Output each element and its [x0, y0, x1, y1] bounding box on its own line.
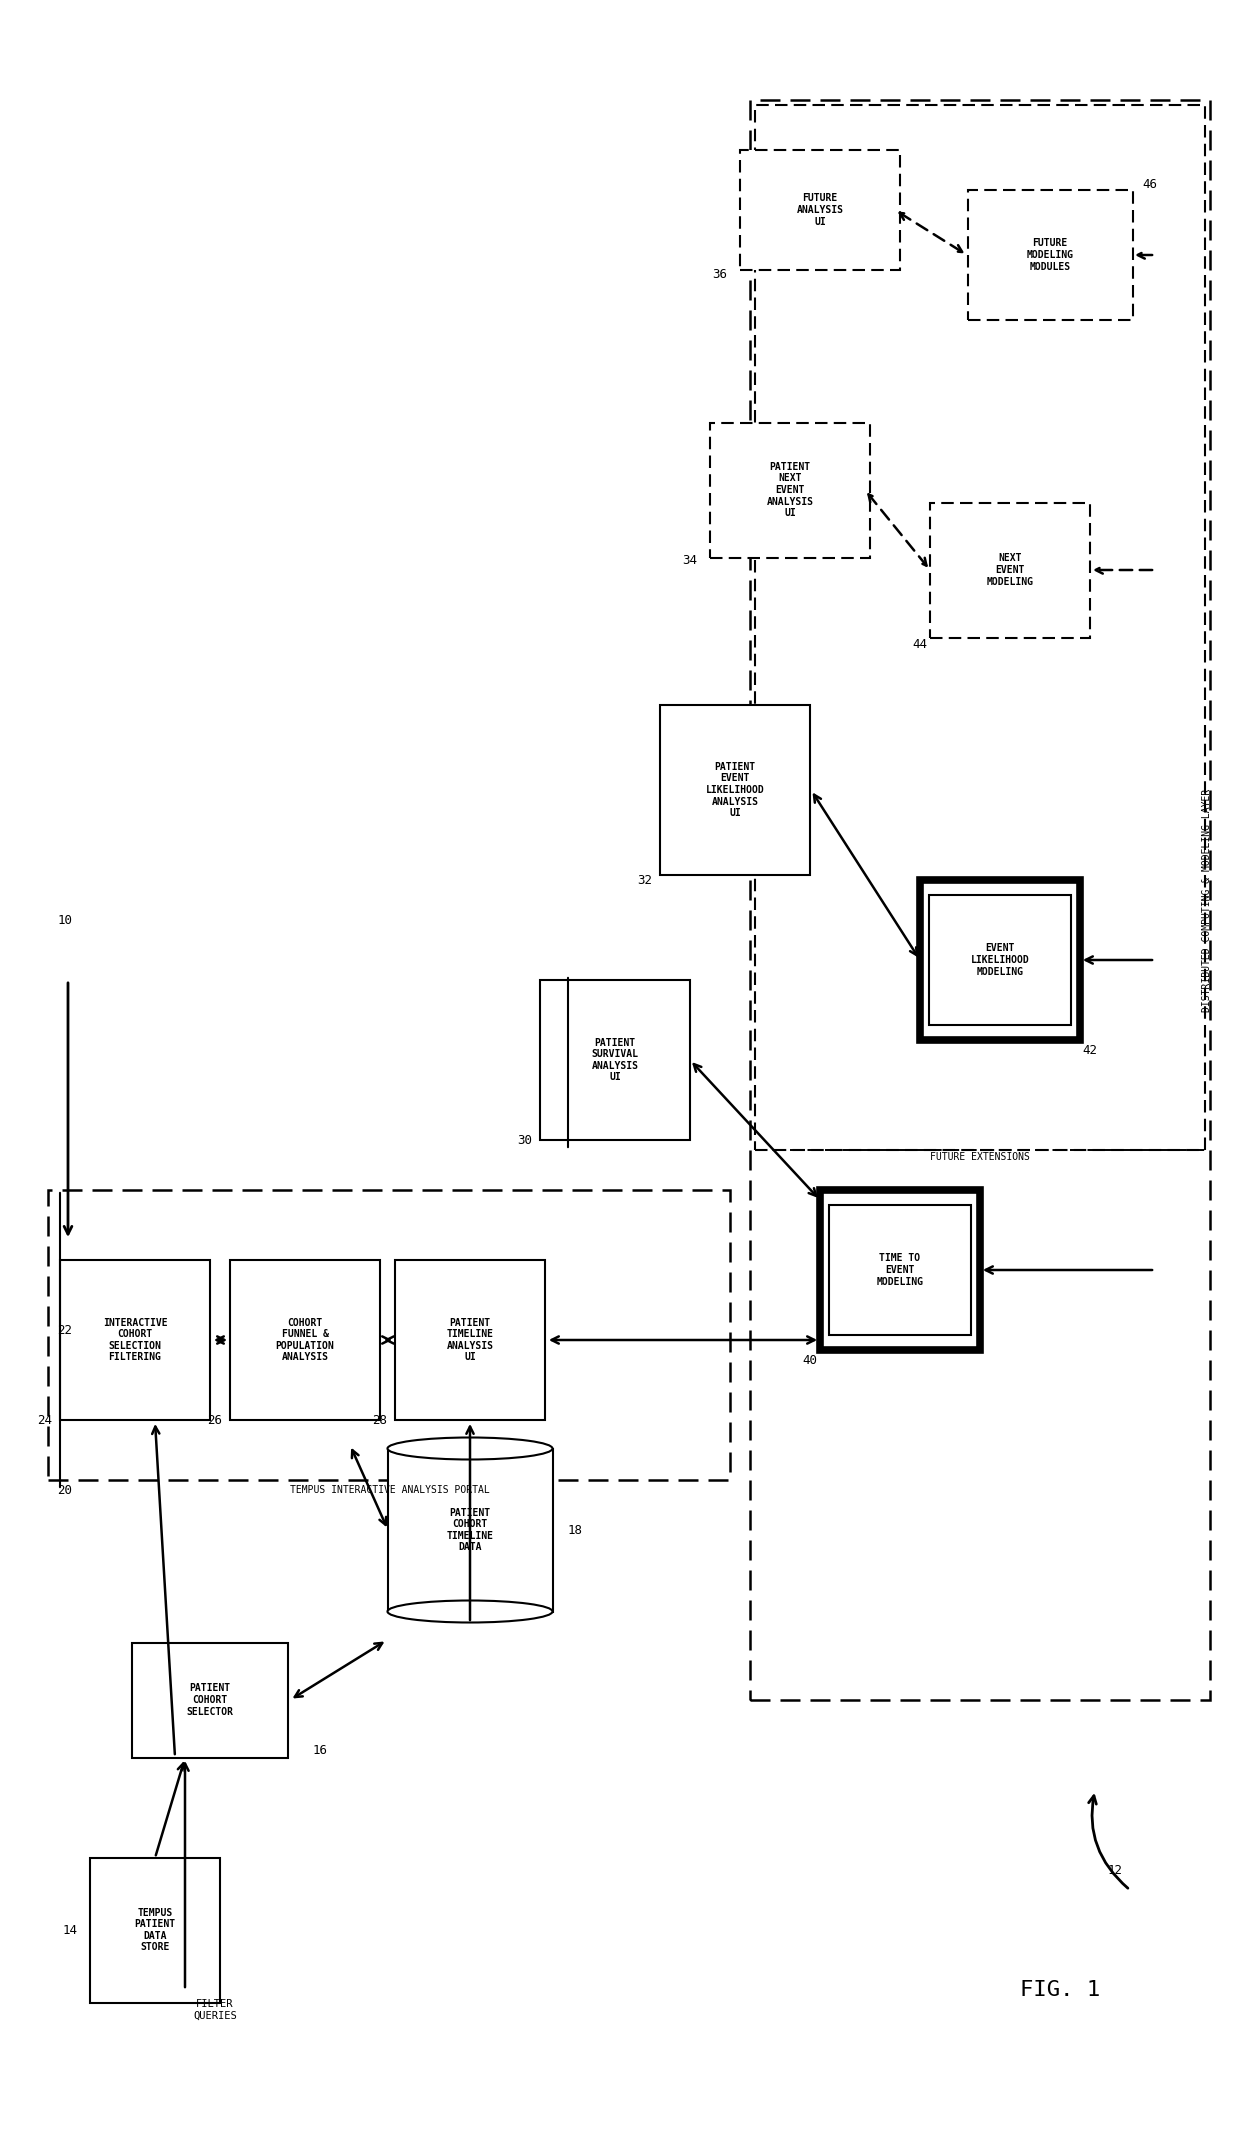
Text: INTERACTIVE
COHORT
SELECTION
FILTERING: INTERACTIVE COHORT SELECTION FILTERING: [103, 1319, 167, 1361]
Text: PATIENT
COHORT
SELECTOR: PATIENT COHORT SELECTOR: [186, 1683, 233, 1717]
Text: DISTRIBUTED COMPUTING & MODELING LAYER: DISTRIBUTED COMPUTING & MODELING LAYER: [1202, 789, 1211, 1012]
Text: 42: 42: [1083, 1044, 1097, 1057]
Ellipse shape: [387, 1602, 553, 1623]
Text: TIME TO
EVENT
MODELING: TIME TO EVENT MODELING: [877, 1254, 924, 1286]
FancyBboxPatch shape: [396, 1261, 546, 1419]
FancyBboxPatch shape: [929, 894, 1071, 1025]
FancyBboxPatch shape: [229, 1261, 379, 1419]
Text: EVENT
LIKELIHOOD
MODELING: EVENT LIKELIHOOD MODELING: [971, 943, 1029, 978]
Ellipse shape: [387, 1436, 553, 1460]
Text: FUTURE
MODELING
MODULES: FUTURE MODELING MODULES: [1027, 238, 1074, 272]
Text: TEMPUS
PATIENT
DATA
STORE: TEMPUS PATIENT DATA STORE: [134, 1908, 176, 1953]
Text: 46: 46: [1142, 178, 1157, 191]
Text: 24: 24: [37, 1413, 52, 1426]
Text: FILTER
QUERIES: FILTER QUERIES: [193, 1998, 237, 2022]
FancyBboxPatch shape: [539, 980, 689, 1141]
Text: 10: 10: [57, 913, 72, 926]
Text: COHORT
FUNNEL &
POPULATION
ANALYSIS: COHORT FUNNEL & POPULATION ANALYSIS: [275, 1319, 335, 1361]
FancyBboxPatch shape: [967, 191, 1132, 319]
Text: 32: 32: [637, 873, 652, 885]
Text: 16: 16: [312, 1743, 327, 1756]
FancyBboxPatch shape: [133, 1642, 288, 1758]
Text: FUTURE EXTENSIONS: FUTURE EXTENSIONS: [930, 1151, 1030, 1162]
Text: PATIENT
SURVIVAL
ANALYSIS
UI: PATIENT SURVIVAL ANALYSIS UI: [591, 1038, 639, 1083]
Text: PATIENT
NEXT
EVENT
ANALYSIS
UI: PATIENT NEXT EVENT ANALYSIS UI: [766, 461, 813, 519]
Text: 14: 14: [62, 1923, 77, 1936]
Text: 40: 40: [802, 1353, 817, 1366]
FancyBboxPatch shape: [91, 1857, 219, 2002]
Text: TEMPUS INTERACTIVE ANALYSIS PORTAL: TEMPUS INTERACTIVE ANALYSIS PORTAL: [290, 1486, 490, 1494]
FancyBboxPatch shape: [828, 1205, 971, 1336]
Text: 34: 34: [682, 553, 697, 566]
Text: PATIENT
COHORT
TIMELINE
DATA: PATIENT COHORT TIMELINE DATA: [446, 1507, 494, 1552]
FancyBboxPatch shape: [60, 1261, 210, 1419]
Text: 26: 26: [207, 1413, 222, 1426]
Text: 20: 20: [57, 1484, 72, 1497]
Text: 22: 22: [57, 1323, 72, 1336]
FancyBboxPatch shape: [660, 705, 810, 875]
Text: 44: 44: [913, 639, 928, 652]
Text: PATIENT
EVENT
LIKELIHOOD
ANALYSIS
UI: PATIENT EVENT LIKELIHOOD ANALYSIS UI: [706, 761, 764, 819]
FancyBboxPatch shape: [387, 1449, 553, 1612]
FancyBboxPatch shape: [711, 422, 870, 557]
Text: FUTURE
ANALYSIS
UI: FUTURE ANALYSIS UI: [796, 193, 843, 227]
Text: 30: 30: [517, 1134, 532, 1147]
FancyBboxPatch shape: [920, 879, 1080, 1040]
FancyBboxPatch shape: [740, 150, 900, 270]
Text: 28: 28: [372, 1413, 387, 1426]
Text: 36: 36: [713, 268, 728, 281]
Text: 12: 12: [1107, 1863, 1122, 1876]
Text: NEXT
EVENT
MODELING: NEXT EVENT MODELING: [987, 553, 1033, 587]
Text: FIG. 1: FIG. 1: [1019, 1981, 1100, 2000]
Text: PATIENT
TIMELINE
ANALYSIS
UI: PATIENT TIMELINE ANALYSIS UI: [446, 1319, 494, 1361]
FancyBboxPatch shape: [930, 502, 1090, 637]
FancyBboxPatch shape: [820, 1190, 980, 1351]
Text: 18: 18: [568, 1524, 583, 1537]
